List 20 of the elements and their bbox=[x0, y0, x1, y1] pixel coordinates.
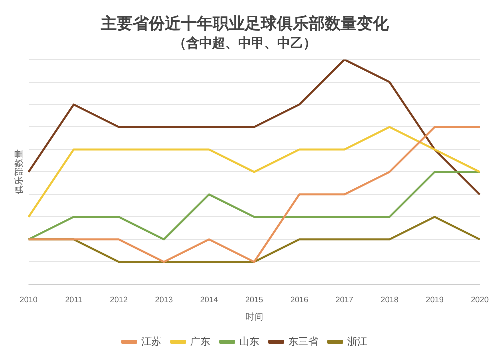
x-tick-label: 2015 bbox=[246, 296, 264, 305]
x-tick-label: 2010 bbox=[20, 296, 38, 305]
legend-label: 江苏 bbox=[142, 336, 162, 348]
chart-title: 主要省份近十年职业足球俱乐部数量变化 bbox=[100, 14, 390, 34]
x-axis-title: 时间 bbox=[245, 312, 264, 322]
x-tick-label: 2018 bbox=[380, 296, 400, 305]
legend-label: 山东 bbox=[240, 336, 260, 348]
x-tick-label: 2020 bbox=[471, 296, 490, 305]
y-axis-title: 俱乐部数量 bbox=[14, 150, 24, 195]
x-tick-label: 2011 bbox=[65, 296, 84, 305]
x-tick-label: 2016 bbox=[290, 296, 309, 305]
legend-label: 浙江 bbox=[348, 336, 368, 348]
chart-subtitle: （含中超、中甲、中乙） bbox=[174, 36, 316, 51]
x-tick-label: 2014 bbox=[200, 296, 219, 305]
x-tick-label: 2017 bbox=[336, 296, 354, 305]
x-tick-label: 2012 bbox=[110, 296, 128, 305]
x-tick-label: 2013 bbox=[155, 296, 174, 305]
legend-label: 广东 bbox=[190, 336, 210, 348]
x-tick-label: 2019 bbox=[426, 296, 444, 305]
legend-label: 东三省 bbox=[288, 336, 318, 348]
